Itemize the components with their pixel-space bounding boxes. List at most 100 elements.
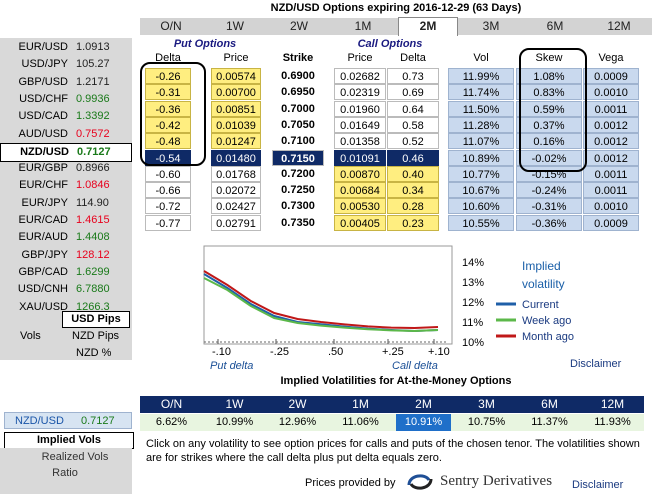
- unit-nzd-pct-button[interactable]: NZD %: [76, 347, 112, 359]
- atm-vol-6m[interactable]: 11.37%: [531, 416, 568, 428]
- cell-vega[interactable]: 0.0011: [583, 182, 639, 199]
- cell-skew[interactable]: 0.59%: [516, 100, 582, 117]
- pair-eur-jpy[interactable]: EUR/JPY 114.90: [0, 195, 132, 212]
- atm-vol-2w[interactable]: 12.96%: [278, 416, 317, 428]
- atm-tenor-1w[interactable]: 1W: [225, 397, 244, 411]
- cell-vol[interactable]: 11.07%: [448, 133, 514, 150]
- cell-call-delta[interactable]: 0.52: [387, 133, 439, 150]
- cell-call-price[interactable]: 0.01091: [334, 149, 386, 166]
- cell-vega[interactable]: 0.0012: [583, 133, 639, 150]
- atm-vol-1w[interactable]: 10.99%: [215, 416, 254, 428]
- cell-vol[interactable]: 10.55%: [448, 214, 514, 231]
- cell-vega[interactable]: 0.0011: [583, 165, 639, 182]
- pair-xau-usd[interactable]: XAU/USD 1266.3: [0, 299, 132, 316]
- cell-put-delta[interactable]: -0.77: [145, 214, 191, 231]
- unit-usd-pips-button[interactable]: USD Pips: [62, 311, 130, 328]
- cell-put-delta[interactable]: -0.31: [145, 84, 191, 101]
- cell-put-price[interactable]: 0.00574: [211, 68, 261, 84]
- atm-tenor-2w[interactable]: 2W: [288, 397, 307, 411]
- cell-put-price[interactable]: 0.01039: [211, 116, 261, 133]
- cell-call-price[interactable]: 0.00870: [334, 165, 386, 182]
- cell-call-delta[interactable]: 0.34: [387, 182, 439, 199]
- cell-skew[interactable]: -0.31%: [516, 198, 582, 215]
- cell-call-price[interactable]: 0.02319: [334, 84, 386, 101]
- cell-put-delta[interactable]: -0.72: [145, 198, 191, 215]
- disclaimer-link[interactable]: Disclaimer: [570, 358, 622, 370]
- pair-gbp-jpy[interactable]: GBP/JPY 128.12: [0, 247, 132, 264]
- cell-call-price[interactable]: 0.01960: [334, 100, 386, 117]
- cell-put-price[interactable]: 0.01768: [211, 165, 261, 182]
- cell-call-delta[interactable]: 0.73: [387, 68, 439, 84]
- tab-on[interactable]: O/N: [160, 19, 182, 33]
- cell-call-delta[interactable]: 0.46: [387, 149, 439, 166]
- atm-tenor-12m[interactable]: 12M: [600, 397, 625, 411]
- cell-put-price[interactable]: 0.02791: [211, 214, 261, 231]
- atm-vol-2m[interactable]: 10.91%: [396, 414, 451, 431]
- unit-vols-button[interactable]: Vols: [20, 330, 41, 342]
- cell-skew[interactable]: -0.24%: [516, 182, 582, 199]
- pair-eur-cad[interactable]: EUR/CAD 1.4615: [0, 212, 132, 229]
- tab-1w[interactable]: 1W: [226, 19, 244, 33]
- pair-nzd-usd[interactable]: NZD/USD 0.7127: [0, 142, 132, 162]
- cell-vol[interactable]: 10.77%: [448, 165, 514, 182]
- cell-vega[interactable]: 0.0010: [583, 84, 639, 101]
- cell-vol[interactable]: 11.50%: [448, 100, 514, 117]
- pair-eur-aud[interactable]: EUR/AUD 1.4408: [0, 229, 132, 246]
- cell-skew[interactable]: -0.36%: [516, 214, 582, 231]
- cell-call-delta[interactable]: 0.28: [387, 198, 439, 215]
- tab-6m[interactable]: 6M: [546, 19, 564, 33]
- cell-vol[interactable]: 10.67%: [448, 182, 514, 199]
- tab-3m[interactable]: 3M: [482, 19, 500, 33]
- pair-usd-cnh[interactable]: USD/CNH 6.7880: [0, 281, 132, 298]
- cell-call-delta[interactable]: 0.58: [387, 116, 439, 133]
- atm-vol-1m[interactable]: 11.06%: [342, 416, 379, 428]
- ratio-button[interactable]: Ratio: [52, 467, 78, 479]
- pair-usd-jpy[interactable]: USD/JPY 105.27: [0, 56, 132, 73]
- atm-tenor-2m[interactable]: 2M: [415, 397, 432, 411]
- atm-tenor-1m[interactable]: 1M: [352, 397, 369, 411]
- cell-call-delta[interactable]: 0.64: [387, 100, 439, 117]
- cell-put-price[interactable]: 0.00851: [211, 100, 261, 117]
- pair-eur-chf[interactable]: EUR/CHF 1.0846: [0, 177, 132, 194]
- pair-gbp-usd[interactable]: GBP/USD 1.2171: [0, 74, 132, 91]
- tab-2m[interactable]: 2M: [398, 17, 458, 36]
- cell-skew[interactable]: -0.02%: [516, 149, 582, 166]
- realized-vols-button[interactable]: Realized Vols: [41, 451, 109, 463]
- cell-put-price[interactable]: 0.00700: [211, 84, 261, 101]
- cell-vega[interactable]: 0.0009: [583, 214, 639, 231]
- cell-put-delta[interactable]: -0.26: [145, 68, 191, 84]
- cell-skew[interactable]: 0.16%: [516, 133, 582, 150]
- pair-usd-chf[interactable]: USD/CHF 0.9936: [0, 91, 132, 108]
- atm-tenor-6m[interactable]: 6M: [541, 397, 558, 411]
- cell-vol[interactable]: 10.89%: [448, 149, 514, 166]
- cell-call-price[interactable]: 0.00684: [334, 182, 386, 199]
- pair-aud-usd[interactable]: AUD/USD 0.7572: [0, 126, 132, 143]
- cell-put-price[interactable]: 0.01247: [211, 133, 261, 150]
- cell-skew[interactable]: 1.08%: [516, 68, 582, 84]
- cell-call-delta[interactable]: 0.40: [387, 165, 439, 182]
- pair-usd-cad[interactable]: USD/CAD 1.3392: [0, 108, 132, 125]
- tab-2w[interactable]: 2W: [290, 19, 308, 33]
- cell-vol[interactable]: 11.28%: [448, 116, 514, 133]
- cell-put-price[interactable]: 0.02072: [211, 182, 261, 199]
- cell-vol[interactable]: 10.60%: [448, 198, 514, 215]
- cell-vega[interactable]: 0.0012: [583, 149, 639, 166]
- cell-put-delta[interactable]: -0.60: [145, 165, 191, 182]
- cell-put-price[interactable]: 0.01480: [211, 149, 261, 166]
- unit-nzd-pips-button[interactable]: NZD Pips: [72, 330, 120, 342]
- cell-call-price[interactable]: 0.02682: [334, 68, 386, 84]
- cell-vega[interactable]: 0.0009: [583, 68, 639, 84]
- cell-put-delta[interactable]: -0.42: [145, 116, 191, 133]
- cell-skew[interactable]: 0.83%: [516, 84, 582, 101]
- atm-vol-3m[interactable]: 10.75%: [467, 416, 506, 428]
- pair-eur-usd[interactable]: EUR/USD 1.0913: [0, 39, 132, 56]
- cell-vega[interactable]: 0.0010: [583, 198, 639, 215]
- pair-eur-gbp[interactable]: EUR/GBP 0.8966: [0, 160, 132, 177]
- cell-put-price[interactable]: 0.02427: [211, 198, 261, 215]
- disclaimer-link-footer[interactable]: Disclaimer: [572, 479, 624, 491]
- atm-vol-on[interactable]: 6.62%: [155, 416, 188, 428]
- cell-vega[interactable]: 0.0012: [583, 116, 639, 133]
- cell-call-price[interactable]: 0.01358: [334, 133, 386, 150]
- atm-vol-12m[interactable]: 11.93%: [594, 416, 631, 428]
- cell-call-price[interactable]: 0.00530: [334, 198, 386, 215]
